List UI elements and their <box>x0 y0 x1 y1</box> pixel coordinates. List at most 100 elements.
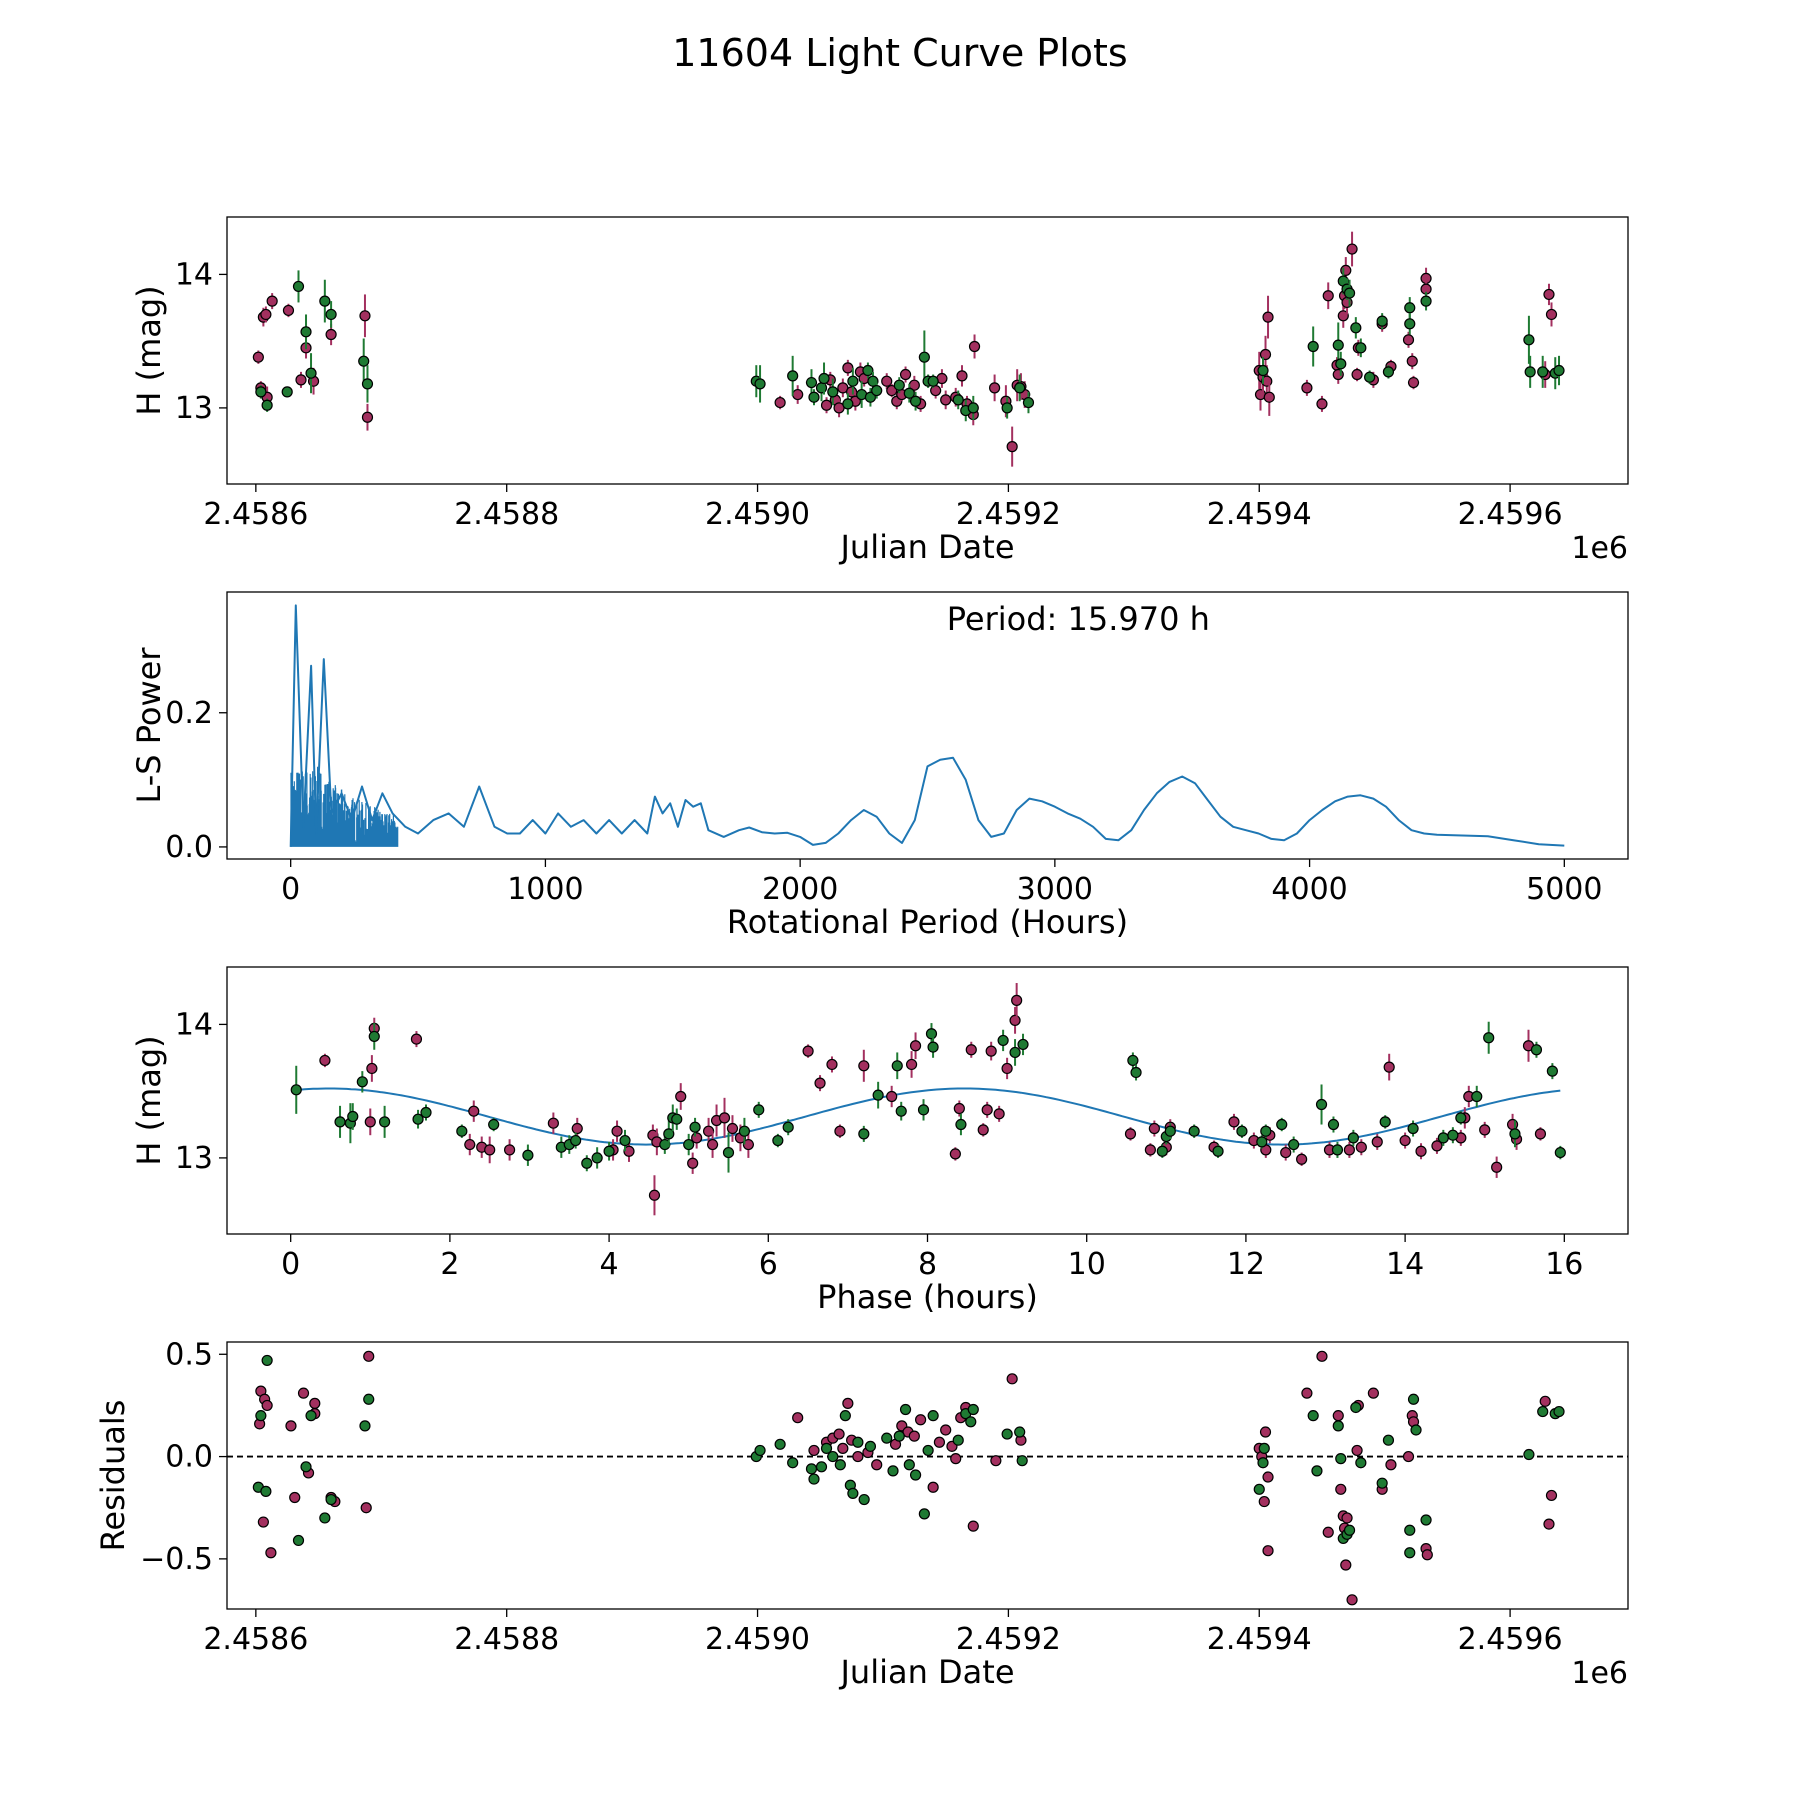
x-tick-label: 6 <box>759 1247 778 1282</box>
x-tick-label: 4000 <box>1271 872 1347 907</box>
data-point <box>997 1034 1009 1047</box>
x-offset-text: 1e6 <box>1571 1656 1628 1691</box>
data-point <box>1410 1424 1422 1436</box>
data-point <box>952 1434 964 1446</box>
data-point <box>1341 1512 1353 1524</box>
plot-area-periodogram <box>289 604 1565 847</box>
data-point <box>1332 1420 1344 1432</box>
data-point <box>1530 1044 1543 1056</box>
data-point <box>927 1041 939 1053</box>
data-point <box>903 387 915 399</box>
data-point <box>1124 1128 1137 1140</box>
data-point <box>967 1520 979 1532</box>
data-point <box>905 1058 918 1071</box>
data-point <box>285 1420 297 1432</box>
data-point <box>774 1438 786 1450</box>
data-point <box>909 395 922 407</box>
data-point <box>300 1461 312 1473</box>
data-point <box>893 1430 905 1442</box>
data-point <box>671 1113 683 1125</box>
data-point <box>1014 1426 1026 1438</box>
data-point <box>1316 398 1328 410</box>
data-point <box>252 351 264 363</box>
data-point <box>1509 1128 1521 1140</box>
data-point <box>967 1403 979 1416</box>
data-point <box>952 394 964 406</box>
data-point <box>659 1138 671 1151</box>
data-point <box>826 1058 838 1071</box>
data-point <box>260 308 272 321</box>
data-point <box>1262 311 1274 323</box>
x-axis-label: Julian Date <box>838 1653 1014 1691</box>
data-point <box>886 1090 898 1103</box>
data-point <box>334 1116 346 1128</box>
data-point <box>1001 1062 1013 1075</box>
data-point <box>893 379 905 391</box>
data-point <box>1491 1161 1503 1173</box>
data-point <box>1553 1405 1565 1418</box>
data-point <box>319 1512 331 1524</box>
data-point <box>1156 1145 1168 1157</box>
data-point <box>1415 1145 1427 1157</box>
data-point <box>871 1459 883 1471</box>
data-point <box>1253 1483 1265 1495</box>
data-point <box>802 1045 814 1057</box>
data-point <box>847 1487 859 1500</box>
data-point <box>915 1414 927 1426</box>
data-point <box>1355 342 1367 354</box>
data-point <box>1256 1136 1268 1148</box>
data-point <box>820 399 833 411</box>
data-point <box>1335 358 1347 370</box>
panel-periodogram: 0 1000 2000 3000 4000 5000 0.0 0.2 Rotational Pe… <box>130 591 1629 941</box>
fit-curve <box>296 1087 1561 1146</box>
data-point <box>300 326 312 338</box>
data-point <box>292 1534 305 1547</box>
data-point <box>295 374 307 386</box>
data-point <box>488 1118 500 1131</box>
data-point <box>1288 1138 1300 1151</box>
data-point <box>484 1144 496 1156</box>
data-point <box>1322 290 1334 302</box>
data-point <box>792 388 804 401</box>
data-point <box>591 1152 603 1164</box>
plot-area-lightcurve <box>252 231 1565 467</box>
data-point <box>1335 1453 1347 1465</box>
y-tick-label: 0.0 <box>165 1440 213 1475</box>
data-point <box>1343 1144 1355 1156</box>
data-point <box>281 386 293 398</box>
data-point <box>309 1397 321 1409</box>
axes-frame <box>226 216 1629 485</box>
x-tick-label: 16 <box>1545 1247 1583 1282</box>
data-point <box>1554 1146 1566 1159</box>
data-point <box>1006 441 1018 453</box>
data-point <box>1276 1118 1288 1131</box>
y-tick-label: 14 <box>175 1007 213 1042</box>
data-point <box>990 1455 1002 1467</box>
data-point <box>872 1089 884 1101</box>
data-point <box>1164 1125 1176 1137</box>
data-point <box>1406 355 1418 367</box>
x-tick-label: 14 <box>1386 1247 1424 1282</box>
x-tick-label: 0 <box>281 872 300 907</box>
data-point <box>862 364 874 377</box>
x-tick-label: 4 <box>600 1247 619 1282</box>
data-point <box>1001 402 1013 414</box>
data-point <box>297 1387 310 1399</box>
data-point <box>319 1054 331 1067</box>
data-point <box>1335 1483 1347 1495</box>
data-point <box>787 370 799 382</box>
data-point <box>1404 1524 1416 1536</box>
data-point <box>1263 391 1275 403</box>
data-point <box>1506 1118 1519 1131</box>
data-point <box>881 375 893 387</box>
data-point <box>1315 1098 1328 1111</box>
data-point <box>410 1033 423 1045</box>
data-point <box>852 1436 864 1448</box>
x-tick-label: 2.4594 <box>1207 1622 1312 1657</box>
x-tick-label: 2.4596 <box>1458 497 1563 532</box>
data-point <box>319 295 331 307</box>
data-point <box>363 1393 375 1405</box>
x-tick-label: 2.4588 <box>454 1622 559 1657</box>
data-point <box>891 1060 903 1072</box>
data-point <box>1337 310 1349 322</box>
